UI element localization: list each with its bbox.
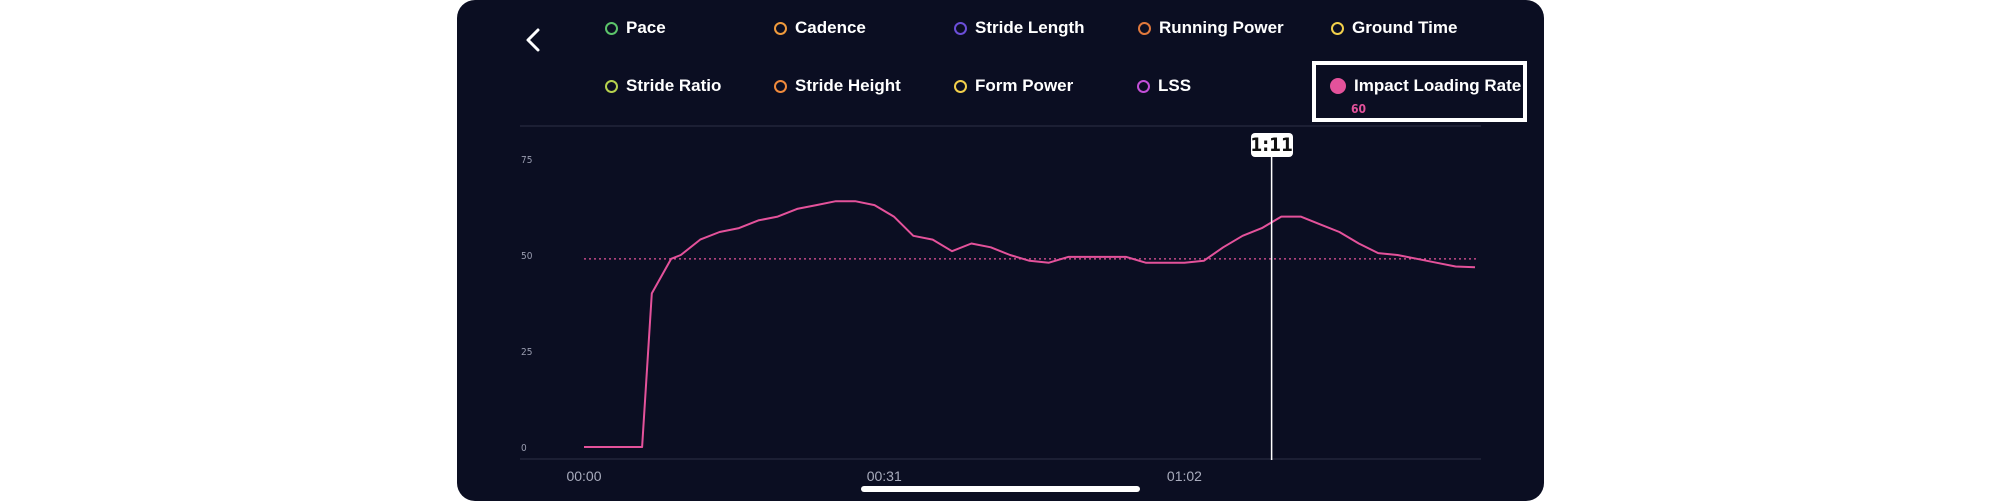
legend-ring-icon — [605, 21, 618, 35]
legend-label: Running Power — [1159, 18, 1284, 37]
legend-label: Stride Length — [975, 18, 1085, 37]
legend-ring-icon — [605, 79, 618, 93]
legend-item-cadence[interactable]: Cadence — [774, 15, 866, 41]
selected-metric-box — [1312, 61, 1527, 122]
line-chart[interactable]: 0 25 50 75 00:00 00:31 01:02 — [457, 0, 1544, 501]
legend-ring-icon — [1138, 21, 1151, 35]
legend-item-impact-loading-rate[interactable]: Impact Loading Rate — [1330, 73, 1521, 99]
y-tick-label: 50 — [521, 251, 533, 262]
y-tick-label: 75 — [521, 155, 532, 166]
legend-ring-icon — [954, 79, 967, 93]
series-line-impact-loading-rate — [584, 200, 1476, 448]
legend-label: Impact Loading Rate — [1354, 76, 1522, 95]
legend-label: LSS — [1158, 76, 1192, 95]
legend-item-lss[interactable]: LSS — [1137, 73, 1191, 99]
legend-ring-icon — [1331, 21, 1344, 35]
legend-label: Pace — [626, 18, 666, 37]
y-tick-label: 25 — [521, 347, 532, 358]
selected-metric-value: 60 — [1351, 102, 1367, 116]
cursor-time-label: 1:11 — [1250, 133, 1293, 157]
legend-ring-icon — [954, 21, 967, 35]
legend-item-pace[interactable]: Pace — [605, 15, 666, 41]
legend-label: Cadence — [795, 18, 866, 37]
y-tick-label: 0 — [521, 443, 527, 454]
home-indicator[interactable] — [861, 486, 1140, 492]
legend-filled-dot-icon — [1330, 78, 1346, 94]
legend-item-ground-time[interactable]: Ground Time — [1331, 15, 1457, 41]
x-tick-label: 00:31 — [867, 468, 902, 484]
legend-ring-icon — [774, 21, 787, 35]
legend-label: Form Power — [975, 76, 1074, 95]
chart-panel: Pace Cadence Stride Length Running Power… — [457, 0, 1544, 501]
legend-item-form-power[interactable]: Form Power — [954, 73, 1073, 99]
legend-ring-icon — [774, 79, 787, 93]
x-tick-label: 00:00 — [566, 468, 601, 484]
legend-label: Ground Time — [1352, 18, 1458, 37]
legend-label: Stride Height — [795, 76, 901, 95]
legend-item-running-power[interactable]: Running Power — [1138, 15, 1284, 41]
legend-item-stride-ratio[interactable]: Stride Ratio — [605, 73, 721, 99]
back-arrow-icon[interactable] — [522, 26, 546, 54]
x-tick-label: 01:02 — [1167, 468, 1202, 484]
legend-label: Stride Ratio — [626, 76, 722, 95]
legend-item-stride-height[interactable]: Stride Height — [774, 73, 901, 99]
legend-ring-icon — [1137, 79, 1150, 93]
legend-item-stride-length[interactable]: Stride Length — [954, 15, 1085, 41]
